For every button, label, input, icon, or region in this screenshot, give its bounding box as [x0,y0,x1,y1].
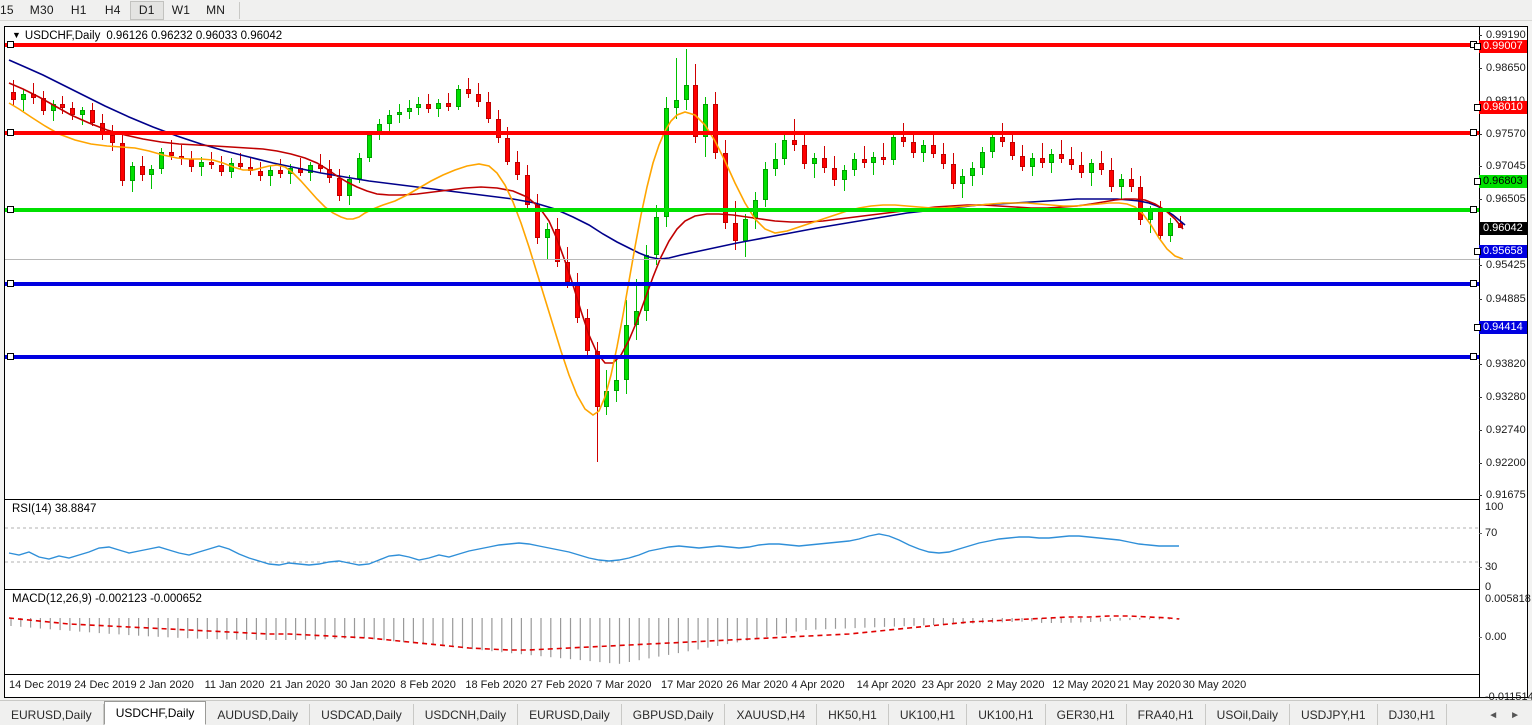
timeframe-toolbar: 15 M30 H1 H4 D1 W1 MN [0,0,1532,21]
symbol-tab-uk100-h1[interactable]: UK100,H1 [889,704,968,725]
timeframe-button-mn[interactable]: MN [206,3,226,17]
macd-axis-tick: 0.005818 [1485,593,1531,605]
date-axis-label: 7 Mar 2020 [595,679,652,691]
rsi-axis-tick: 70 [1479,527,1527,539]
price-pane-header: ▼ USDCHF,Daily 0.96126 0.96232 0.96033 0.9… [12,30,282,42]
price-axis-tick: 0.92740 [1479,424,1527,437]
symbol-tab-gbpusd-daily[interactable]: GBPUSD,Daily [622,704,726,725]
symbol-tab-xauusd-h4[interactable]: XAUUSD,H4 [725,704,818,725]
price-level-badge-blue[interactable]: 0.95658 [1474,245,1527,259]
pivot-line-96803[interactable] [5,206,1479,213]
symbol-tab-dj30-h1[interactable]: DJ30,H1 [1378,704,1448,725]
timeframe-button-h1[interactable]: H1 [70,3,87,17]
tab-scroll-right-icon[interactable]: ► [1510,710,1520,721]
symbol-tab-audusd-daily[interactable]: AUDUSD,Daily [206,704,311,725]
date-axis-label: 12 May 2020 [1052,679,1116,691]
resistance-line-98010[interactable] [5,129,1479,136]
price-axis-tick: 0.99190 [1479,29,1527,42]
price-level-badge-green[interactable]: 0.96803 [1474,175,1527,189]
moving-average-overlay [8,59,1186,416]
symbol-tab-fra40-h1[interactable]: FRA40,H1 [1127,704,1206,725]
symbol-tab-uk100-h1[interactable]: UK100,H1 [967,704,1046,725]
price-level-badge-red[interactable]: 0.99007 [1474,40,1527,54]
date-axis-label: 11 Jan 2020 [204,679,265,691]
tab-scroll-left-icon[interactable]: ◄ [1488,710,1499,721]
price-axis-tick: 0.96505 [1479,193,1527,206]
price-axis[interactable]: 0.991900.986500.981100.975700.970450.965… [1474,27,1532,703]
date-axis-label: 26 Mar 2020 [726,679,788,691]
date-axis-label: 14 Dec 2019 [9,679,72,691]
date-axis-label: 8 Feb 2020 [400,679,456,691]
chart-symbol-label: USDCHF,Daily [24,30,101,42]
date-axis-label: 27 Feb 2020 [530,679,593,691]
symbol-tab-eurusd-daily[interactable]: EURUSD,Daily [518,704,622,725]
chart-frame: ▼ USDCHF,Daily 0.96126 0.96232 0.96033 0.9… [4,26,1532,703]
timeframe-button-w1[interactable]: W1 [171,3,191,17]
rsi-plot [5,527,1479,566]
timeframe-button-m15[interactable]: 15 [0,3,14,17]
toolbar-divider [239,1,241,19]
symbol-tab-usdcnh-daily[interactable]: USDCNH,Daily [414,704,519,725]
level-drag-handle[interactable] [1474,324,1481,332]
date-axis-label: 17 Mar 2020 [661,679,723,691]
tabbar-navigation[interactable]: ◄ ► [1488,710,1532,725]
price-axis-tick: 0.93820 [1479,358,1527,371]
price-axis-tick: 0.91675 [1479,489,1527,502]
price-axis-tick: 0.94885 [1479,293,1527,306]
date-axis-label: 21 Jan 2020 [269,679,331,691]
rsi-axis-tick: 30 [1479,561,1527,573]
macd-pane[interactable]: MACD(12,26,9) -0.002123 -0.000652 [5,589,1479,673]
macd-axis-tick: 0.00 [1479,631,1527,643]
date-axis-label: 30 May 2020 [1182,679,1247,691]
symbol-tab-usdcad-daily[interactable]: USDCAD,Daily [310,704,414,725]
support-line-94414[interactable] [5,353,1479,360]
level-drag-handle[interactable] [1474,178,1481,186]
date-axis-label: 30 Jan 2020 [335,679,396,691]
date-axis-label: 2 Jan 2020 [139,679,194,691]
price-axis-tick: 0.93280 [1479,391,1527,404]
price-level-badge-red[interactable]: 0.98010 [1474,101,1527,115]
rsi-pane[interactable]: RSI(14) 38.8847 [5,499,1479,587]
level-drag-handle[interactable] [1474,43,1481,51]
date-axis-label: 21 May 2020 [1117,679,1181,691]
timeframe-button-h4[interactable]: H4 [104,3,121,17]
rsi-pane-header: RSI(14) 38.8847 [12,503,97,515]
macd-plot [8,615,1180,664]
date-axis-label: 18 Feb 2020 [465,679,528,691]
resistance-line-99007[interactable] [5,41,1479,48]
date-axis-label: 24 Dec 2019 [74,679,137,691]
price-level-badge-blue[interactable]: 0.94414 [1474,321,1527,335]
timeframe-button-d1[interactable]: D1 [129,0,164,20]
last-price-line [5,259,1479,260]
price-axis-tick: 0.92200 [1479,457,1527,470]
date-axis-label: 4 Apr 2020 [791,679,845,691]
level-drag-handle[interactable] [1474,248,1481,256]
timeframe-button-m30[interactable]: M30 [29,3,54,17]
macd-pane-header: MACD(12,26,9) -0.002123 -0.000652 [12,593,202,605]
collapse-icon[interactable]: ▼ [12,30,21,40]
level-drag-handle[interactable] [1474,104,1481,112]
date-axis-label: 23 Apr 2020 [921,679,982,691]
chart-ohlc-values: 0.96126 0.96232 0.96033 0.96042 [106,30,283,42]
symbol-tab-hk50-h1[interactable]: HK50,H1 [817,704,889,725]
symbol-tab-bar[interactable]: EURUSD,Daily USDCHF,Daily AUDUSD,Daily USDC… [0,700,1532,725]
price-axis-tick: 0.97570 [1479,128,1527,141]
price-level-badge-black[interactable]: 0.96042 [1479,221,1527,235]
price-axis-tick: 0.95425 [1479,259,1527,272]
symbol-tab-ger30-h1[interactable]: GER30,H1 [1046,704,1127,725]
price-axis-tick: 0.97045 [1479,160,1527,173]
date-axis: 14 Dec 2019 24 Dec 2019 2 Jan 2020 11 Jan 2… [5,674,1479,697]
support-line-95658[interactable] [5,280,1479,287]
price-axis-tick: 0.98650 [1479,62,1527,75]
symbol-tab-usoil-daily[interactable]: USOil,Daily [1206,704,1291,725]
symbol-tab-eurusd-daily[interactable]: EURUSD,Daily [0,704,104,725]
symbol-tab-usdjpy-h1[interactable]: USDJPY,H1 [1290,704,1378,725]
rsi-axis-tick: 0 [1485,581,1492,593]
date-axis-label: 14 Apr 2020 [856,679,916,691]
rsi-axis-tick: 100 [1485,501,1504,513]
symbol-tab-usdchf-daily[interactable]: USDCHF,Daily [103,701,207,725]
price-pane[interactable]: ▼ USDCHF,Daily 0.96126 0.96232 0.96033 0.9… [5,27,1479,497]
date-axis-label: 2 May 2020 [987,679,1045,691]
